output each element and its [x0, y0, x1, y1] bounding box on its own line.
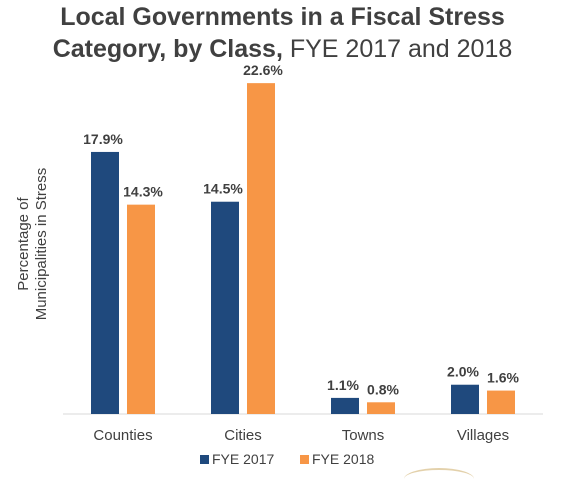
chart-title-regular: FYE 2017 and 2018	[282, 35, 513, 63]
bar-fye-2018-counties	[127, 204, 155, 414]
x-tick-label: Villages	[457, 427, 509, 444]
y-axis-label-line: Percentage of	[15, 196, 32, 290]
data-label: 2.0%	[447, 364, 479, 380]
data-label: 14.5%	[203, 181, 243, 197]
bar-fye-2018-towns	[367, 402, 395, 414]
legend-entry: FYE 2018	[312, 451, 374, 467]
bar-fye-2017-villages	[451, 384, 479, 414]
chart-title-bold-2: Category, by Class,	[52, 35, 283, 63]
data-label: 14.3%	[123, 184, 163, 200]
chart-title-bold: Local Governments in a Fiscal Stress	[60, 3, 505, 31]
seal-graphic	[404, 468, 474, 490]
legend-entry: FYE 2017	[212, 451, 274, 467]
bar-fye-2017-counties	[91, 151, 119, 414]
bar-fye-2018-cities	[247, 83, 275, 415]
chart-title-line-2: Category, by Class, FYE 2017 and 2018	[0, 35, 565, 63]
data-label: 1.6%	[487, 370, 519, 386]
x-tick-label: Towns	[342, 427, 385, 444]
data-label: 0.8%	[367, 381, 399, 397]
bar-fye-2018-villages	[487, 390, 515, 414]
y-axis-label-line: Municipalities in Stress	[33, 168, 50, 321]
bar-fye-2017-towns	[331, 397, 359, 414]
bar-chart: Percentage ofMunicipalities in Stress 17.…	[15, 62, 543, 467]
legend-swatch	[300, 455, 309, 464]
data-label: 1.1%	[327, 377, 359, 393]
x-tick-label: Cities	[224, 427, 262, 444]
data-label: 17.9%	[83, 131, 123, 147]
x-tick-label: Counties	[93, 427, 152, 444]
data-label: 22.6%	[243, 62, 283, 78]
chart-page: Local Governments in a Fiscal Stress Cat…	[0, 3, 565, 470]
y-axis-label: Percentage ofMunicipalities in Stress	[15, 168, 50, 321]
chart-title-line-1: Local Governments in a Fiscal Stress	[0, 3, 565, 31]
bar-fye-2017-cities	[211, 201, 239, 414]
legend-swatch	[200, 455, 209, 464]
